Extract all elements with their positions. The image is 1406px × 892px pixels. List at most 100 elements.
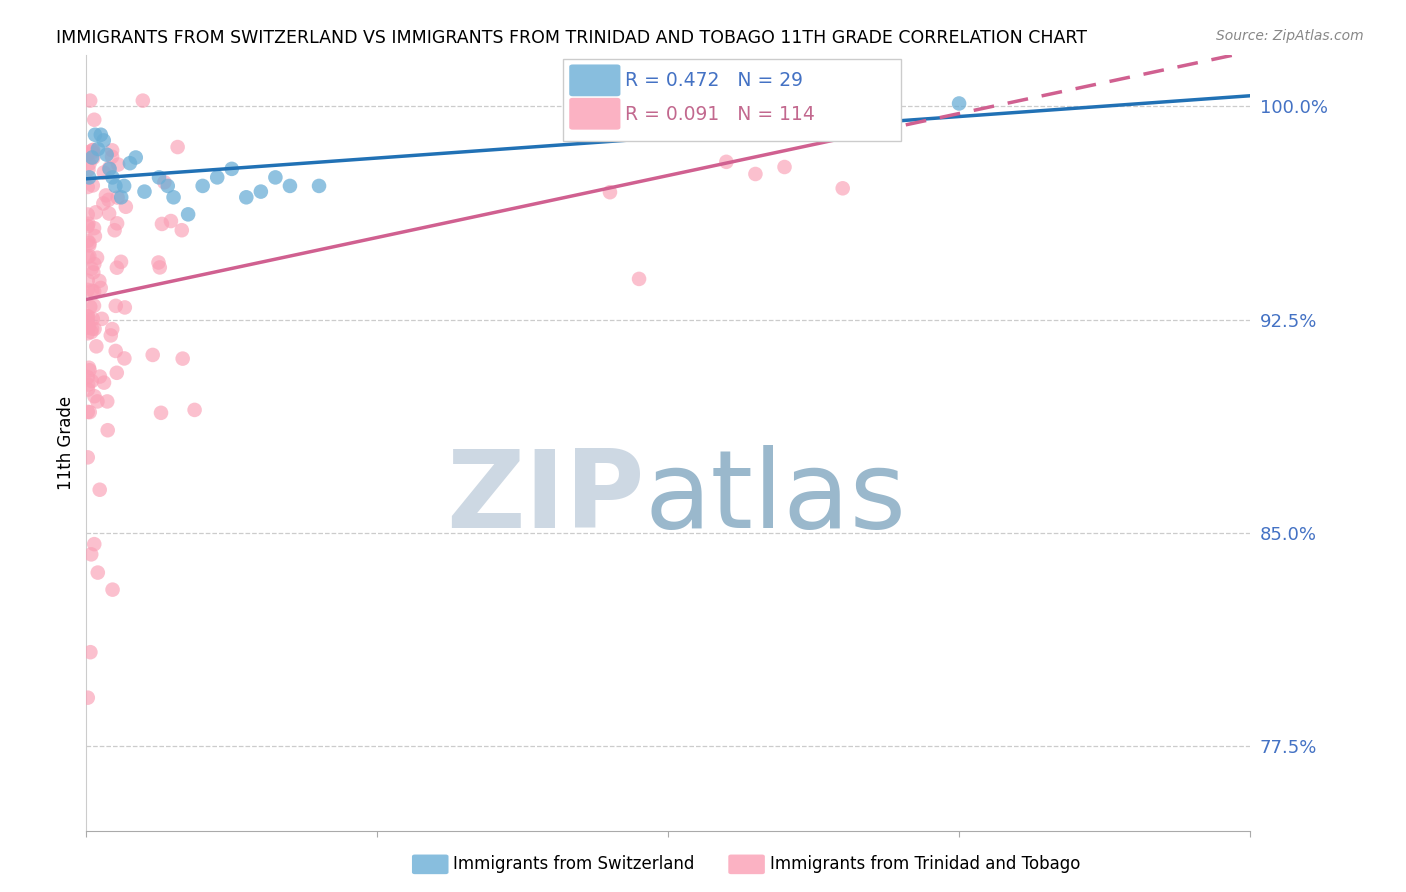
- Point: [82, 143, 104, 157]
- Point: [142, 348, 165, 362]
- Point: [105, 260, 128, 275]
- Point: [97, 193, 120, 207]
- Point: [156, 178, 179, 193]
- Point: [166, 140, 188, 154]
- Point: [101, 150, 124, 164]
- Point: [90, 281, 112, 295]
- Point: [96, 394, 118, 409]
- Point: [716, 154, 738, 169]
- Point: [86, 339, 108, 353]
- Point: [162, 190, 184, 204]
- Point: [803, 94, 825, 108]
- Point: [76, 219, 98, 234]
- Point: [83, 322, 105, 336]
- Point: [83, 112, 105, 127]
- Point: [134, 185, 156, 199]
- Point: [83, 299, 105, 313]
- FancyBboxPatch shape: [569, 98, 620, 129]
- Point: [91, 196, 114, 211]
- Text: Immigrants from Trinidad and Tobago: Immigrants from Trinidad and Tobago: [770, 855, 1081, 873]
- Point: [149, 260, 172, 275]
- Point: [79, 645, 101, 659]
- Point: [264, 170, 287, 185]
- Point: [93, 165, 115, 179]
- Point: [76, 312, 98, 326]
- Point: [82, 151, 104, 165]
- Point: [76, 405, 98, 419]
- Point: [172, 351, 194, 366]
- Point: [84, 205, 107, 219]
- Point: [250, 185, 273, 199]
- Point: [77, 383, 100, 397]
- Point: [93, 376, 115, 390]
- FancyBboxPatch shape: [564, 59, 901, 141]
- Point: [628, 272, 651, 286]
- Point: [150, 406, 173, 420]
- Point: [94, 188, 117, 202]
- Point: [160, 214, 183, 228]
- Point: [105, 216, 128, 230]
- Point: [96, 147, 118, 161]
- Point: [77, 217, 100, 231]
- Point: [93, 133, 115, 147]
- Point: [148, 170, 170, 185]
- Point: [80, 321, 103, 335]
- Point: [82, 178, 104, 193]
- Point: [105, 366, 128, 380]
- Point: [86, 394, 108, 409]
- Text: IMMIGRANTS FROM SWITZERLAND VS IMMIGRANTS FROM TRINIDAD AND TOBAGO 11TH GRADE CO: IMMIGRANTS FROM SWITZERLAND VS IMMIGRANT…: [56, 29, 1087, 46]
- Point: [101, 322, 124, 336]
- Point: [76, 274, 98, 288]
- Point: [76, 310, 98, 324]
- Point: [110, 255, 132, 269]
- Point: [114, 301, 136, 315]
- Point: [82, 312, 104, 326]
- Point: [153, 175, 176, 189]
- Point: [83, 285, 105, 299]
- Point: [86, 251, 108, 265]
- Point: [183, 403, 205, 417]
- Point: [82, 151, 104, 165]
- Point: [104, 178, 127, 193]
- Point: [716, 96, 738, 111]
- Point: [77, 145, 100, 160]
- Point: [599, 185, 621, 199]
- Point: [76, 207, 98, 221]
- Y-axis label: 11th Grade: 11th Grade: [58, 396, 75, 491]
- Point: [101, 582, 124, 597]
- Point: [170, 223, 193, 237]
- Point: [76, 316, 98, 330]
- Point: [148, 255, 170, 269]
- Point: [87, 566, 110, 580]
- Point: [744, 167, 766, 181]
- Point: [101, 144, 124, 158]
- Point: [79, 300, 101, 314]
- Point: [79, 249, 101, 263]
- Point: [89, 274, 111, 288]
- Point: [97, 423, 120, 437]
- Point: [104, 343, 127, 358]
- Point: [77, 377, 100, 392]
- Point: [80, 374, 103, 388]
- Point: [98, 161, 121, 176]
- Point: [98, 161, 121, 176]
- Point: [82, 143, 104, 157]
- Point: [79, 157, 101, 171]
- Point: [191, 178, 214, 193]
- Point: [83, 229, 105, 244]
- Point: [83, 537, 105, 551]
- Point: [686, 94, 709, 108]
- Point: [76, 690, 98, 705]
- Point: [77, 320, 100, 334]
- Point: [112, 178, 135, 193]
- Point: [79, 238, 101, 252]
- Point: [221, 161, 243, 176]
- Text: Immigrants from Switzerland: Immigrants from Switzerland: [453, 855, 695, 873]
- Point: [76, 180, 98, 194]
- Point: [76, 283, 98, 297]
- Point: [860, 94, 883, 108]
- Point: [125, 151, 148, 165]
- Text: R = 0.091   N = 114: R = 0.091 N = 114: [626, 104, 815, 124]
- Point: [79, 363, 101, 377]
- Point: [101, 170, 124, 185]
